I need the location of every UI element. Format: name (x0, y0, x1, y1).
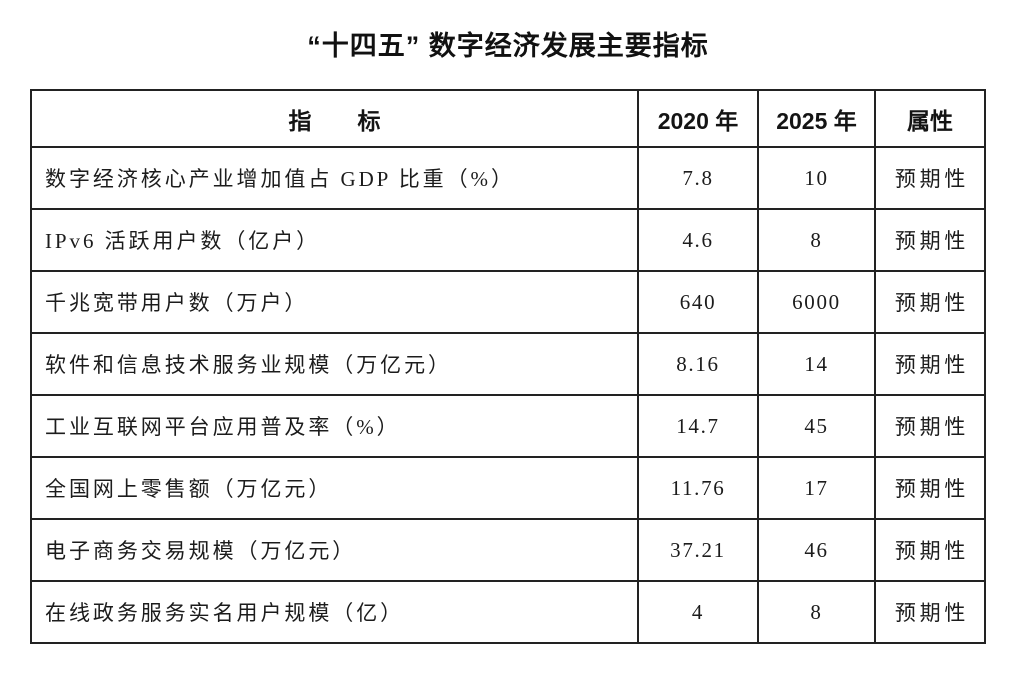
attribute-cell: 预期性 (874, 332, 986, 396)
value-2025-cell: 8 (757, 580, 876, 644)
value-2020-cell: 640 (637, 270, 759, 334)
value-2020-cell: 8.16 (637, 332, 759, 396)
indicators-table: 指 标 2020 年 2025 年 属性 数字经济核心产业增加值占 GDP 比重… (30, 89, 986, 644)
value-2025-cell: 45 (757, 394, 876, 458)
header-2020: 2020 年 (637, 89, 759, 148)
table-row: 千兆宽带用户数（万户） 640 6000 预期性 (30, 270, 986, 334)
header-indicator: 指 标 (30, 89, 639, 148)
attribute-cell: 预期性 (874, 146, 986, 210)
table-row: 数字经济核心产业增加值占 GDP 比重（%） 7.8 10 预期性 (30, 146, 986, 210)
indicator-cell: 电子商务交易规模（万亿元） (30, 518, 639, 582)
page-title: “十四五” 数字经济发展主要指标 (307, 31, 709, 61)
table-row: IPv6 活跃用户数（亿户） 4.6 8 预期性 (30, 208, 986, 272)
attribute-cell: 预期性 (874, 270, 986, 334)
indicator-cell: 数字经济核心产业增加值占 GDP 比重（%） (30, 146, 639, 210)
header-attribute: 属性 (874, 89, 986, 148)
table-row: 在线政务服务实名用户规模（亿） 4 8 预期性 (30, 580, 986, 644)
value-2020-cell: 7.8 (637, 146, 759, 210)
value-2025-cell: 8 (757, 208, 876, 272)
attribute-cell: 预期性 (874, 580, 986, 644)
indicator-cell: 全国网上零售额（万亿元） (30, 456, 639, 520)
table-row: 软件和信息技术服务业规模（万亿元） 8.16 14 预期性 (30, 332, 986, 396)
value-2020-cell: 37.21 (637, 518, 759, 582)
value-2025-cell: 10 (757, 146, 876, 210)
attribute-cell: 预期性 (874, 456, 986, 520)
value-2020-cell: 4 (637, 580, 759, 644)
indicator-cell: 千兆宽带用户数（万户） (30, 270, 639, 334)
table-row: 全国网上零售额（万亿元） 11.76 17 预期性 (30, 456, 986, 520)
value-2025-cell: 17 (757, 456, 876, 520)
indicator-cell: 在线政务服务实名用户规模（亿） (30, 580, 639, 644)
indicator-cell: 工业互联网平台应用普及率（%） (30, 394, 639, 458)
attribute-cell: 预期性 (874, 208, 986, 272)
value-2025-cell: 6000 (757, 270, 876, 334)
value-2020-cell: 11.76 (637, 456, 759, 520)
value-2025-cell: 46 (757, 518, 876, 582)
table-header-row: 指 标 2020 年 2025 年 属性 (30, 89, 986, 148)
attribute-cell: 预期性 (874, 518, 986, 582)
attribute-cell: 预期性 (874, 394, 986, 458)
value-2025-cell: 14 (757, 332, 876, 396)
table-row: 电子商务交易规模（万亿元） 37.21 46 预期性 (30, 518, 986, 582)
value-2020-cell: 14.7 (637, 394, 759, 458)
header-2025: 2025 年 (757, 89, 876, 148)
indicator-cell: 软件和信息技术服务业规模（万亿元） (30, 332, 639, 396)
indicator-cell: IPv6 活跃用户数（亿户） (30, 208, 639, 272)
table-row: 工业互联网平台应用普及率（%） 14.7 45 预期性 (30, 394, 986, 458)
value-2020-cell: 4.6 (637, 208, 759, 272)
